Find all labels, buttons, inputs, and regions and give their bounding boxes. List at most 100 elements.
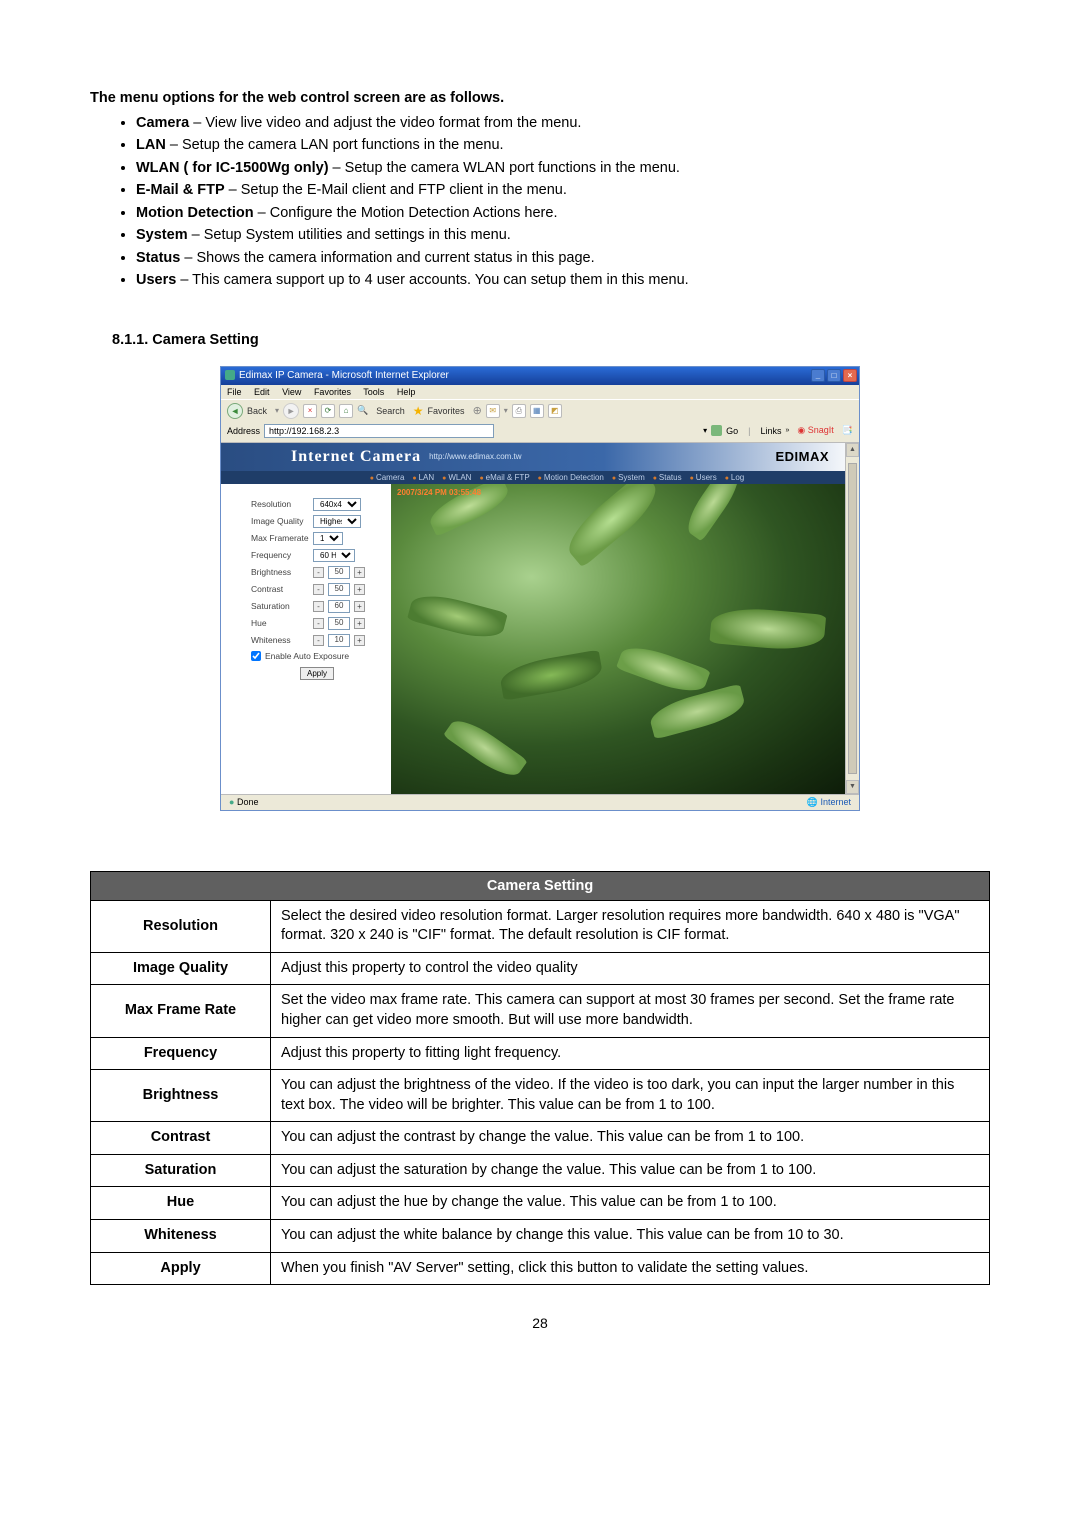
menu-view[interactable]: View xyxy=(282,387,301,397)
saturation-label: Saturation xyxy=(251,601,309,611)
menu-option: E-Mail & FTP – Setup the E-Mail client a… xyxy=(136,179,990,201)
status-done: ● Done xyxy=(229,797,258,807)
param-name: Image Quality xyxy=(91,952,271,985)
tab-wlan[interactable]: WLAN xyxy=(442,473,471,482)
image-quality-select[interactable]: Highest xyxy=(313,515,361,528)
address-label: Address xyxy=(227,426,260,436)
brand-logo: EDIMAX xyxy=(775,449,829,464)
live-video-view: 2007/3/24 PM 03:55:48 xyxy=(391,484,859,794)
stop-button[interactable]: × xyxy=(303,404,317,418)
edit-button[interactable]: ▦ xyxy=(530,404,544,418)
frequency-select[interactable]: 60 Hz xyxy=(313,549,355,562)
search-icon[interactable]: 🔍 xyxy=(357,405,368,416)
table-header: Camera Setting xyxy=(91,871,990,900)
tab-users[interactable]: Users xyxy=(690,473,717,482)
browser-statusbar: ● Done 🌐 Internet xyxy=(221,794,859,810)
resolution-label: Resolution xyxy=(251,499,309,509)
hue-value[interactable]: 50 xyxy=(328,617,350,630)
home-button[interactable]: ⌂ xyxy=(339,404,353,418)
forward-button[interactable]: ► xyxy=(283,403,299,419)
resolution-select[interactable]: 640x480 xyxy=(313,498,361,511)
go-label: Go xyxy=(726,426,738,436)
menu-option: WLAN ( for IC-1500Wg only) – Setup the c… xyxy=(136,157,990,179)
banner-url: http://www.edimax.com.tw xyxy=(429,452,521,461)
address-bar: Address http://192.168.2.3 ▾ Go | Links … xyxy=(221,422,859,442)
saturation-minus[interactable]: - xyxy=(313,601,324,612)
param-desc: When you finish "AV Server" setting, cli… xyxy=(271,1252,990,1285)
camera-setting-table: Camera Setting ResolutionSelect the desi… xyxy=(90,871,990,1285)
banner-title: Internet Camera xyxy=(291,448,421,466)
close-button[interactable]: × xyxy=(843,369,857,382)
param-name: Contrast xyxy=(91,1122,271,1155)
whiteness-minus[interactable]: - xyxy=(313,635,324,646)
whiteness-plus[interactable]: + xyxy=(354,635,365,646)
page-scrollbar[interactable]: ▲ ▼ xyxy=(845,443,859,794)
param-name: Max Frame Rate xyxy=(91,985,271,1037)
contrast-plus[interactable]: + xyxy=(354,584,365,595)
table-row: FrequencyAdjust this property to fitting… xyxy=(91,1037,990,1070)
links-label[interactable]: Links xyxy=(760,426,781,436)
back-label: Back xyxy=(247,406,267,416)
contrast-value[interactable]: 50 xyxy=(328,583,350,596)
history-icon[interactable]: ⊕ xyxy=(473,404,482,417)
minimize-button[interactable]: _ xyxy=(811,369,825,382)
video-timestamp: 2007/3/24 PM 03:55:48 xyxy=(397,488,481,497)
menu-favorites[interactable]: Favorites xyxy=(314,387,351,397)
frequency-label: Frequency xyxy=(251,550,309,560)
saturation-value[interactable]: 60 xyxy=(328,600,350,613)
search-label[interactable]: Search xyxy=(376,406,405,416)
tab-log[interactable]: Log xyxy=(725,473,745,482)
whiteness-label: Whiteness xyxy=(251,635,309,645)
table-row: BrightnessYou can adjust the brightness … xyxy=(91,1070,990,1122)
brightness-value[interactable]: 50 xyxy=(328,566,350,579)
favorites-label[interactable]: Favorites xyxy=(428,406,465,416)
tab-email-ftp[interactable]: eMail & FTP xyxy=(479,473,529,482)
max-framerate-select[interactable]: 15 xyxy=(313,532,343,545)
table-row: ApplyWhen you finish "AV Server" setting… xyxy=(91,1252,990,1285)
param-desc: Set the video max frame rate. This camer… xyxy=(271,985,990,1037)
tab-lan[interactable]: LAN xyxy=(412,473,434,482)
tab-status[interactable]: Status xyxy=(653,473,682,482)
maximize-button[interactable]: □ xyxy=(827,369,841,382)
hue-plus[interactable]: + xyxy=(354,618,365,629)
discuss-button[interactable]: ◩ xyxy=(548,404,562,418)
hue-label: Hue xyxy=(251,618,309,628)
menu-tools[interactable]: Tools xyxy=(363,387,384,397)
back-button[interactable]: ◄ xyxy=(227,403,243,419)
saturation-plus[interactable]: + xyxy=(354,601,365,612)
apply-button[interactable]: Apply xyxy=(300,667,334,680)
tab-motion-detection[interactable]: Motion Detection xyxy=(538,473,604,482)
auto-exposure-checkbox[interactable] xyxy=(251,651,261,661)
param-name: Whiteness xyxy=(91,1219,271,1252)
menu-edit[interactable]: Edit xyxy=(254,387,270,397)
hue-minus[interactable]: - xyxy=(313,618,324,629)
param-desc: Adjust this property to fitting light fr… xyxy=(271,1037,990,1070)
menu-option: Camera – View live video and adjust the … xyxy=(136,112,990,134)
tab-system[interactable]: System xyxy=(612,473,645,482)
param-desc: Adjust this property to control the vide… xyxy=(271,952,990,985)
table-row: Image QualityAdjust this property to con… xyxy=(91,952,990,985)
table-row: HueYou can adjust the hue by change the … xyxy=(91,1187,990,1220)
brightness-minus[interactable]: - xyxy=(313,567,324,578)
address-input[interactable]: http://192.168.2.3 xyxy=(264,424,494,438)
contrast-minus[interactable]: - xyxy=(313,584,324,595)
print-button[interactable]: ⎙ xyxy=(512,404,526,418)
go-button[interactable] xyxy=(711,425,722,436)
param-desc: You can adjust the white balance by chan… xyxy=(271,1219,990,1252)
brightness-plus[interactable]: + xyxy=(354,567,365,578)
menu-file[interactable]: File xyxy=(227,387,242,397)
brightness-label: Brightness xyxy=(251,567,309,577)
favorites-icon[interactable]: ★ xyxy=(413,404,424,418)
table-row: SaturationYou can adjust the saturation … xyxy=(91,1154,990,1187)
whiteness-value[interactable]: 10 xyxy=(328,634,350,647)
snagit-icon[interactable]: ◉ SnagIt xyxy=(797,425,833,436)
mail-button[interactable]: ✉ xyxy=(486,404,500,418)
browser-window: Edimax IP Camera - Microsoft Internet Ex… xyxy=(220,366,860,811)
window-title: Edimax IP Camera - Microsoft Internet Ex… xyxy=(225,370,449,381)
menu-options-list: Camera – View live video and adjust the … xyxy=(90,112,990,292)
tab-camera[interactable]: Camera xyxy=(370,473,405,482)
menu-help[interactable]: Help xyxy=(397,387,416,397)
refresh-button[interactable]: ⟳ xyxy=(321,404,335,418)
menu-option: Motion Detection – Configure the Motion … xyxy=(136,202,990,224)
auto-exposure-label: Enable Auto Exposure xyxy=(265,651,349,661)
